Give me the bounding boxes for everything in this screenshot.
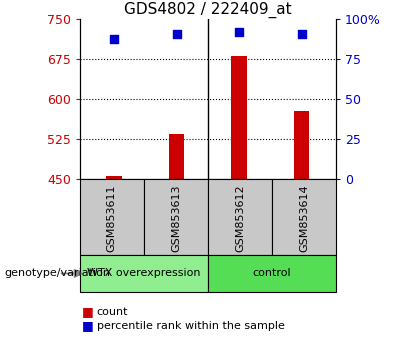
Point xyxy=(236,29,242,35)
Bar xyxy=(231,56,247,179)
Title: GDS4802 / 222409_at: GDS4802 / 222409_at xyxy=(124,2,292,18)
Text: genotype/variation: genotype/variation xyxy=(4,268,110,279)
Text: GSM853613: GSM853613 xyxy=(171,184,181,252)
Text: GSM853612: GSM853612 xyxy=(235,184,245,252)
Point xyxy=(298,31,305,37)
Text: count: count xyxy=(97,307,128,316)
Bar xyxy=(294,111,310,179)
Text: ■: ■ xyxy=(82,319,94,332)
Text: ■: ■ xyxy=(82,305,94,318)
Point xyxy=(111,36,118,41)
Text: control: control xyxy=(253,268,291,279)
Text: GSM853614: GSM853614 xyxy=(299,184,309,252)
Bar xyxy=(169,133,184,179)
Bar xyxy=(106,176,122,179)
Point xyxy=(173,31,180,37)
Text: WTX overexpression: WTX overexpression xyxy=(87,268,201,279)
Text: percentile rank within the sample: percentile rank within the sample xyxy=(97,321,284,331)
Text: GSM853611: GSM853611 xyxy=(107,184,117,252)
